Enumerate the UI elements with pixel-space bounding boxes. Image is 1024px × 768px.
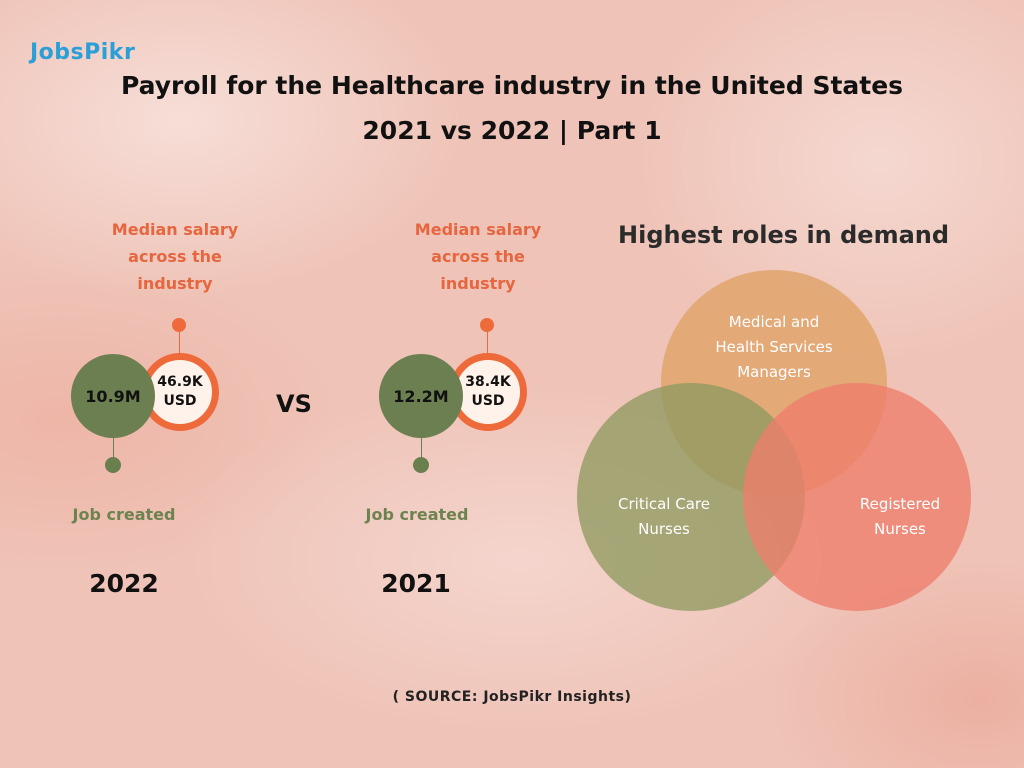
median-label-line: Median salary (414, 220, 542, 239)
venn-label-line: Nurses (638, 520, 690, 538)
salary-connector-line (179, 332, 180, 354)
venn-label-line: Registered (859, 495, 941, 513)
venn-diagram (577, 270, 971, 611)
venn-label-line: Health Services (715, 338, 833, 356)
page-title: Payroll for the Healthcare industry in t… (120, 71, 904, 100)
jobs-created-circle-2021: 12.2M (379, 354, 463, 438)
page-subtitle: 2021 vs 2022 | Part 1 (362, 116, 662, 145)
salary-unit: USD (471, 393, 505, 409)
median-label-line: industry (137, 274, 213, 293)
median-label-line: across the (431, 247, 525, 266)
venn-circle-registered (743, 383, 971, 611)
salary-unit: USD (163, 393, 197, 409)
vs-label: VS (276, 390, 312, 418)
year-label-2022: 2022 (89, 569, 159, 598)
median-salary-label-2022: Median salary across the industry (85, 216, 265, 297)
median-salary-label-2021: Median salary across the industry (388, 216, 568, 297)
jobs-created-label-2021: Job created (365, 505, 469, 524)
venn-label-critical-care: Critical Care Nurses (594, 492, 734, 542)
venn-label-line: Medical and (728, 313, 820, 331)
year-label-2021: 2021 (381, 569, 451, 598)
venn-title: Highest roles in demand (618, 221, 950, 249)
venn-label-managers: Medical and Health Services Managers (694, 310, 854, 385)
median-salary-ring-2021: 38.4K USD (449, 353, 527, 431)
jobs-connector-line (113, 438, 114, 458)
jobs-value: 10.9M (85, 386, 141, 406)
venn-circle-critical-care (577, 383, 805, 611)
salary-value: 38.4K (465, 374, 511, 390)
median-label-line: across the (128, 247, 222, 266)
jobs-created-circle-2022: 10.9M (71, 354, 155, 438)
source-note: ( SOURCE: JobsPikr Insights) (392, 689, 632, 705)
jobspikr-logo: JobsPikr (30, 40, 136, 65)
venn-label-line: Managers (737, 363, 811, 381)
venn-label-line: Critical Care (618, 495, 710, 513)
salary-value: 46.9K (157, 374, 203, 390)
jobs-connector-line (421, 438, 422, 458)
jobs-marker-dot (413, 457, 429, 473)
salary-connector-line (487, 332, 488, 354)
jobs-created-label-2022: Job created (72, 505, 176, 524)
jobs-marker-dot (105, 457, 121, 473)
venn-label-registered: Registered Nurses (830, 492, 970, 542)
salary-marker-dot (480, 318, 494, 332)
salary-marker-dot (172, 318, 186, 332)
median-label-line: Median salary (111, 220, 239, 239)
jobs-value: 12.2M (393, 386, 449, 406)
median-label-line: industry (440, 274, 516, 293)
venn-label-line: Nurses (874, 520, 926, 538)
